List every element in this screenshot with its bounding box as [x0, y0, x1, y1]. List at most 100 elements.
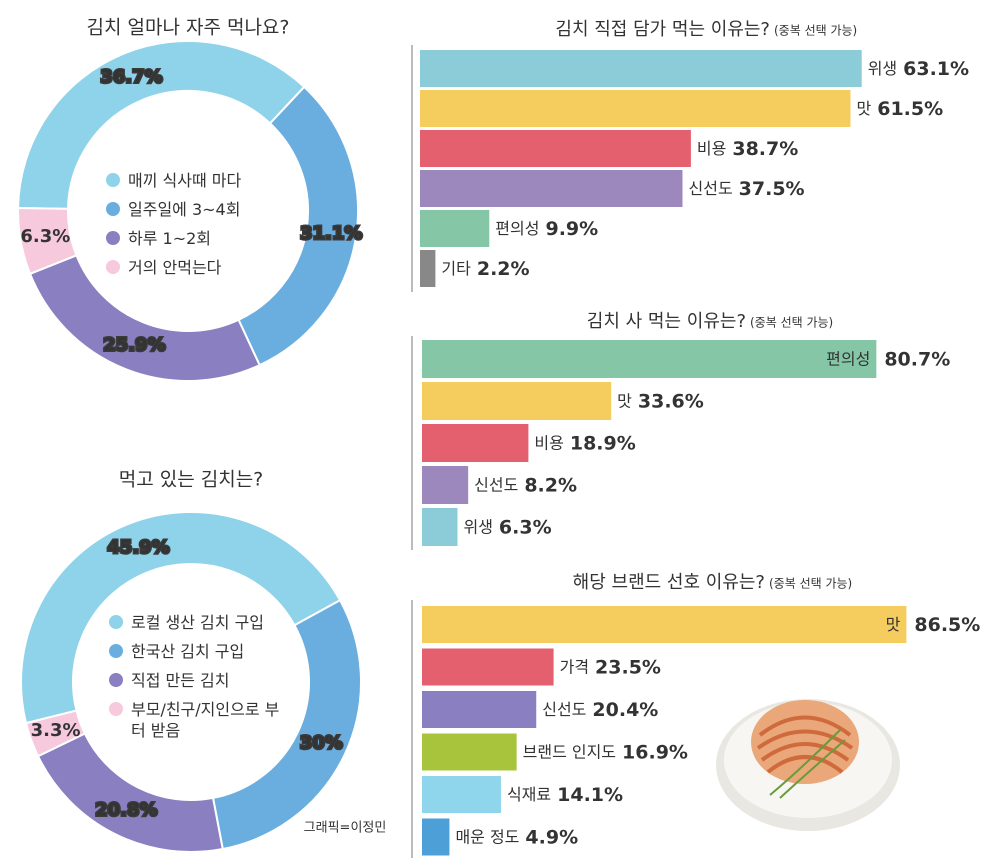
- legend-item: 거의 안먹는다: [106, 257, 288, 278]
- legend-marker: [109, 673, 123, 687]
- chart-title: 김치 얼마나 자주 먹나요?: [86, 17, 289, 39]
- legend-label: 한국산 김치 구입: [131, 642, 245, 661]
- legend-marker: [106, 173, 120, 187]
- legend-label: 직접 만든 김치: [131, 671, 230, 690]
- legend-marker: [106, 260, 120, 274]
- value-label: 6.3%: [499, 517, 552, 539]
- chart-subtitle: (중복 선택 가능): [774, 24, 857, 38]
- value-label: 25.9%: [103, 335, 165, 356]
- bar: [422, 382, 612, 420]
- value-label: 4.9%: [525, 827, 578, 849]
- category-label: 신선도: [474, 476, 518, 495]
- bar: [422, 606, 907, 643]
- category-label: 편의성: [826, 350, 870, 369]
- category-label: 매운 정도: [455, 828, 519, 847]
- category-label: 비용: [534, 434, 563, 453]
- value-label: 33.6%: [638, 391, 704, 413]
- value-label: 20.4%: [592, 699, 658, 721]
- donut-segment: [17, 40, 306, 210]
- legend-label: 로컬 생산 김치 구입: [131, 613, 265, 632]
- value-label: 80.7%: [884, 349, 950, 371]
- value-label: 14.1%: [557, 784, 623, 806]
- category-label: 위생: [463, 518, 492, 537]
- bar: [420, 250, 436, 287]
- legend-item: 하루 1~2회: [106, 228, 288, 249]
- bar: [420, 170, 683, 207]
- value-label: 31.1%: [300, 223, 362, 244]
- legend-label: 부모/친구/지인으로 부터 받음: [131, 700, 280, 740]
- category-label: 비용: [697, 139, 726, 158]
- legend-item: 로컬 생산 김치 구입: [109, 612, 291, 633]
- chart-subtitle: (중복 선택 가능): [769, 577, 852, 591]
- donut-segment: [36, 732, 224, 853]
- bar: [420, 130, 691, 167]
- donut-segment: [20, 511, 342, 725]
- value-label: 37.5%: [739, 178, 805, 200]
- bar: [422, 818, 450, 856]
- value-label: 63.1%: [903, 58, 969, 80]
- value-label: 8.2%: [524, 475, 577, 497]
- bar: [420, 50, 862, 87]
- donut-segment: [17, 207, 78, 276]
- bar: [422, 691, 537, 728]
- value-label: 2.2%: [477, 258, 530, 280]
- value-label: 61.5%: [877, 98, 943, 120]
- bar: [422, 508, 458, 546]
- category-label: 맛: [886, 615, 901, 634]
- value-label: 36.7%: [100, 66, 162, 87]
- bar: [422, 648, 554, 686]
- chart-title: 해당 브랜드 선호 이유는?: [573, 572, 765, 593]
- bar: [422, 733, 517, 771]
- value-label: 30%: [300, 732, 343, 753]
- value-label: 23.5%: [595, 657, 661, 679]
- value-label: 20.8%: [95, 800, 157, 821]
- legend-item: 직접 만든 김치: [109, 670, 291, 691]
- legend-label: 매끼 식사때 마다: [128, 171, 242, 190]
- value-label: 9.9%: [545, 218, 598, 240]
- credit: 그래픽=이정민: [304, 821, 387, 836]
- category-label: 식재료: [507, 785, 551, 804]
- legend-item: 한국산 김치 구입: [109, 641, 291, 662]
- value-label: 16.9%: [622, 742, 688, 764]
- legend-item: 부모/친구/지인으로 부터 받음: [109, 699, 291, 741]
- legend-marker: [106, 231, 120, 245]
- legend-item: 일주일에 3~4회: [106, 199, 288, 220]
- legend-marker: [109, 644, 123, 658]
- legend-item: 매끼 식사때 마다: [106, 170, 288, 191]
- bar: [422, 466, 469, 504]
- donut-segment: [24, 709, 87, 758]
- category-label: 위생: [868, 59, 897, 78]
- legend-label: 일주일에 3~4회: [128, 200, 241, 219]
- category-label: 맛: [617, 392, 632, 411]
- bar: [422, 776, 501, 813]
- value-label: 86.5%: [914, 614, 980, 636]
- category-label: 편의성: [495, 219, 539, 238]
- value-label: 45.9%: [107, 537, 169, 558]
- chart-title: 먹고 있는 김치는?: [119, 469, 264, 491]
- chart-title: 김치 사 먹는 이유는?: [587, 311, 746, 332]
- category-label: 신선도: [689, 179, 733, 198]
- donut-segment: [237, 85, 359, 367]
- kimchi-photo: [716, 699, 900, 831]
- category-label: 신선도: [542, 700, 586, 719]
- category-label: 맛: [857, 99, 872, 118]
- bar: [422, 424, 529, 462]
- value-label: 18.9%: [570, 433, 636, 455]
- category-label: 기타: [441, 259, 471, 278]
- category-label: 가격: [560, 658, 589, 677]
- legend-marker: [109, 702, 123, 716]
- chart-subtitle: (중복 선택 가능): [750, 316, 833, 330]
- donut-segment: [211, 598, 362, 851]
- value-label: 38.7%: [732, 138, 798, 160]
- chart-title: 김치 직접 담가 먹는 이유는?: [555, 19, 770, 40]
- category-label: 브랜드 인지도: [523, 743, 616, 762]
- bar: [422, 340, 877, 378]
- legend-marker: [109, 615, 123, 629]
- bar: [420, 210, 490, 247]
- legend-marker: [106, 202, 120, 216]
- legend-label: 하루 1~2회: [128, 229, 212, 248]
